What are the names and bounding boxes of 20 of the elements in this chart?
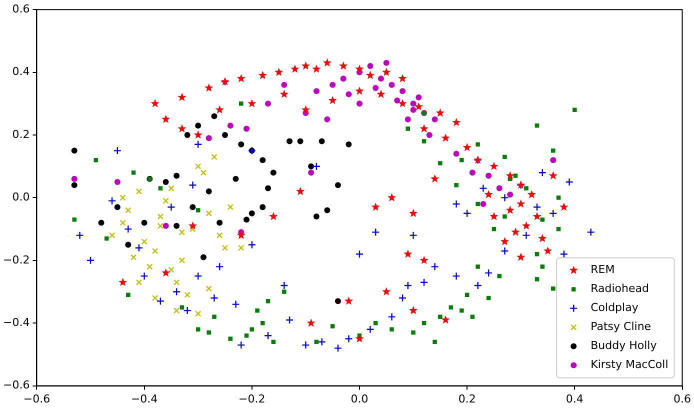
legend-label: REM [590,263,615,276]
legend-label: Kirsty MacColl [590,358,668,372]
y-tick-label: 0.0 [12,190,30,204]
y-tick-label: −0.6 [2,378,30,392]
legend-label: Patsy Cline [590,320,652,334]
legend-label: Radiohead [590,282,649,296]
y-tick-label: 0.2 [12,128,30,141]
y-tick-label: −0.4 [2,316,30,329]
x-tick-label: 0.4 [566,392,584,406]
x-tick-label: 0.6 [674,392,692,406]
legend-label: Buddy Holly [590,339,658,352]
x-tick-label: 0.0 [350,392,368,406]
legend-label: Coldplay [590,301,639,314]
x-tick-label: 0.2 [458,392,476,406]
y-tick-label: 0.4 [12,65,30,78]
y-tick-label: −0.2 [2,253,30,266]
x-tick-label: −0.6 [23,392,50,406]
x-tick-label: −0.4 [130,392,158,406]
y-tick-label: 0.6 [12,2,30,16]
x-tick-label: −0.2 [238,392,266,406]
